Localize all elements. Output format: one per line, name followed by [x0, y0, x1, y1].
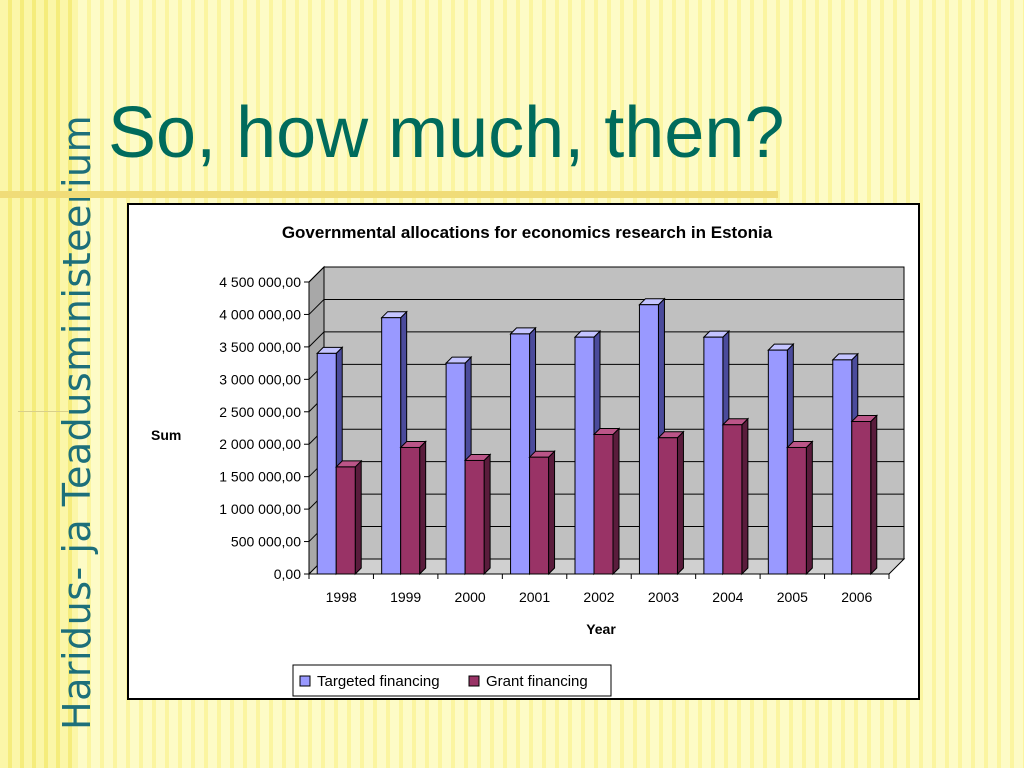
bar-grant-front	[464, 459, 485, 575]
bar-grant	[850, 414, 878, 576]
bar-grant-side	[612, 427, 620, 576]
bar-grant-side	[805, 440, 813, 576]
y-tick-label: 3 500 000,00	[219, 339, 301, 355]
chart-legend: Targeted financing Grant financing	[292, 664, 612, 697]
chart-title: Governmental allocations for economics r…	[282, 223, 773, 242]
divider-line	[18, 411, 86, 412]
ministry-logo-text: Haridus- ja Teadusministeerium	[55, 114, 99, 730]
gridline-side	[308, 299, 325, 315]
bar-targeted-front	[574, 336, 595, 575]
bar-targeted-front	[445, 362, 466, 575]
chart-container: Governmental allocations for economics r…	[127, 203, 920, 700]
legend-swatch-targeted	[299, 675, 311, 687]
y-tick-label: 1 500 000,00	[219, 469, 301, 485]
bar-grant-front	[335, 466, 356, 575]
gridline-side	[308, 331, 325, 348]
bar-grant-side	[548, 449, 556, 576]
title-underline	[0, 191, 778, 198]
x-tick-label: 2001	[519, 589, 550, 605]
x-tick-label: 2006	[841, 589, 872, 605]
slide-title: So, how much, then?	[108, 93, 785, 173]
bar-grant-front	[851, 421, 872, 575]
y-tick-label: 2 500 000,00	[219, 404, 301, 420]
bar-grant-side	[419, 440, 427, 576]
bar-targeted-front	[316, 352, 337, 575]
y-tick-label: 500 000,00	[231, 534, 301, 550]
y-tick-label: 1 000 000,00	[219, 501, 301, 517]
y-tick-label: 2 000 000,00	[219, 436, 301, 452]
bar-grant-front	[657, 437, 678, 575]
bar-grant	[463, 453, 492, 576]
bar-targeted-front	[703, 336, 724, 575]
bar-chart: Governmental allocations for economics r…	[151, 223, 906, 697]
x-tick-label: 2003	[648, 589, 679, 605]
bar-grant	[721, 417, 750, 576]
bar-grant	[399, 440, 427, 576]
x-tick-label: 1998	[326, 589, 357, 605]
bar-grant	[335, 459, 363, 576]
x-tick-label: 1999	[390, 589, 421, 605]
y-tick-label: 4 000 000,00	[219, 306, 301, 322]
x-tick-label: 2002	[583, 589, 614, 605]
bar-grant-side	[483, 453, 491, 576]
bar-targeted-front	[510, 333, 531, 575]
y-axis-label: Sum	[151, 427, 181, 443]
bar-grant-front	[722, 424, 743, 575]
y-tick-label: 0,00	[274, 566, 301, 582]
legend-swatch-grant	[468, 675, 480, 687]
y-tick-label: 3 000 000,00	[219, 371, 301, 387]
x-tick-label: 2004	[712, 589, 743, 605]
bar-grant-side	[870, 414, 878, 576]
plot-area: 0,00 500 000,00 1 000 000,00 1 500 000,00 2 …	[219, 265, 906, 605]
bar-grant-front	[529, 456, 550, 575]
bar-grant-front	[400, 446, 421, 575]
bar-grant-side	[354, 459, 362, 576]
y-tick-label: 4 500 000,00	[219, 274, 301, 290]
bar-grant-side	[741, 417, 749, 576]
gridline-side	[308, 266, 325, 283]
bar-grant	[592, 427, 621, 576]
bar-grant	[528, 449, 556, 576]
legend-label-grant: Grant financing	[486, 673, 588, 690]
left-decorative-strip	[0, 0, 78, 768]
bar-grant	[786, 440, 814, 576]
bar-targeted-front	[767, 349, 788, 575]
bar-targeted-front	[638, 304, 659, 575]
bar-grant-side	[676, 430, 684, 576]
legend-label-targeted: Targeted financing	[317, 673, 440, 690]
bar-grant	[657, 430, 685, 576]
x-axis-label: Year	[586, 621, 616, 637]
bar-targeted-front	[381, 317, 402, 575]
x-tick-label: 2005	[777, 589, 808, 605]
x-tick-label: 2000	[455, 589, 486, 605]
bar-grant-front	[593, 433, 614, 575]
bar-targeted-front	[832, 359, 853, 575]
bar-grant-front	[786, 446, 807, 575]
